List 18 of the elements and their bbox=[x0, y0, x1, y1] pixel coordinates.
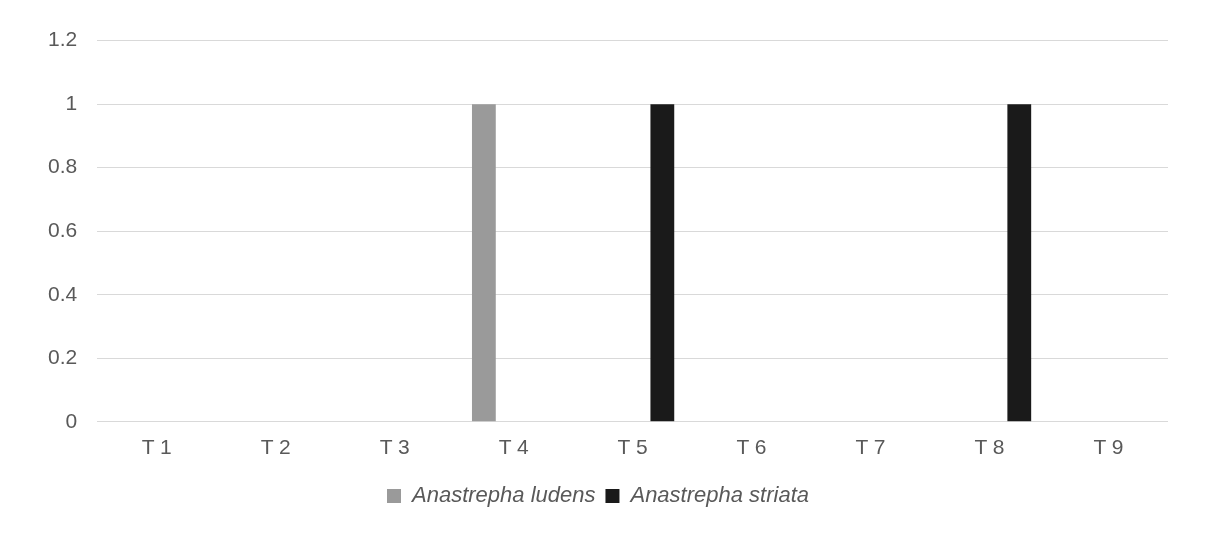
y-tick-label: 0.8 bbox=[47, 154, 78, 178]
y-tick-label: 0.2 bbox=[47, 345, 78, 369]
y-tick-label: 1.2 bbox=[47, 27, 78, 51]
x-tick-label: T 6 bbox=[736, 435, 767, 459]
y-tick-label: 0.6 bbox=[47, 218, 78, 241]
x-tick-label: T 7 bbox=[855, 435, 886, 459]
x-tick-label: T 2 bbox=[260, 435, 291, 459]
legend-label: Anastrepha ludens bbox=[409, 482, 596, 508]
x-tick-label: T 1 bbox=[141, 435, 172, 459]
legend-label: Anastrepha striata bbox=[628, 482, 810, 508]
x-tick-label: T 8 bbox=[974, 435, 1005, 459]
x-tick-label: T 4 bbox=[498, 435, 529, 459]
x-tick-label: T 3 bbox=[379, 435, 410, 459]
y-tick-label: 0.4 bbox=[47, 281, 78, 305]
y-tick-label: 0 bbox=[65, 408, 78, 432]
y-tick-label: 1 bbox=[65, 90, 78, 114]
x-tick-label: T 9 bbox=[1093, 435, 1124, 459]
x-tick-label: T 5 bbox=[617, 435, 648, 459]
